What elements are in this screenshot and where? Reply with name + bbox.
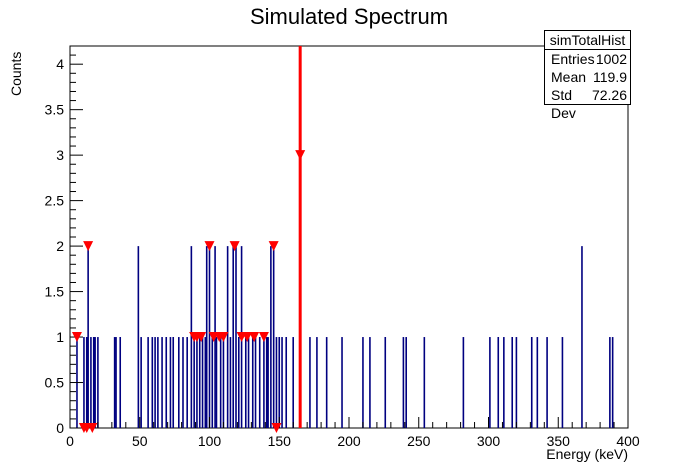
stats-label: Entries: [551, 51, 595, 67]
x-tick-label: 0: [66, 433, 74, 449]
stats-row-entries: Entries 1002: [545, 50, 630, 68]
peak-marker: [268, 241, 279, 252]
peak-marker: [83, 241, 94, 252]
x-tick-label: 50: [132, 433, 148, 449]
x-tick-label: 350: [547, 433, 571, 449]
peak-marker: [204, 241, 215, 252]
stats-label: Mean: [551, 69, 587, 85]
stats-value: 119.9: [593, 69, 627, 85]
y-tick-label: 1.5: [45, 284, 65, 300]
y-axis-label: Counts: [8, 51, 24, 96]
peak-marker: [295, 150, 306, 161]
peak-marker: [87, 423, 98, 433]
stats-value: 72.26: [591, 87, 627, 103]
y-tick-label: 4: [56, 56, 64, 72]
peak-marker: [258, 332, 269, 343]
peak-marker: [196, 332, 207, 343]
stats-value: 1002: [595, 51, 627, 67]
y-tick-label: 3.5: [45, 102, 65, 118]
y-tick-label: 3: [56, 147, 64, 163]
y-tick-label: 0.5: [45, 375, 65, 391]
x-tick-label: 150: [268, 433, 292, 449]
stats-box-title: simTotalHist: [545, 31, 630, 50]
x-tick-label: 100: [198, 433, 222, 449]
y-tick-label: 1: [56, 329, 64, 345]
stats-row-mean: Mean 119.9: [545, 68, 630, 86]
x-axis-label: Energy (keV): [546, 446, 628, 462]
peak-marker: [71, 332, 82, 343]
y-tick-label: 0: [56, 420, 64, 436]
y-tick-label: 2: [56, 238, 64, 254]
stats-row-stddev: Std Dev 72.26: [545, 86, 630, 121]
stats-box: simTotalHist Entries 1002 Mean 119.9 Std…: [544, 30, 631, 121]
chart-title: Simulated Spectrum: [249, 4, 449, 29]
peak-marker: [218, 332, 229, 343]
peak-marker: [271, 423, 282, 433]
y-tick-label: 2.5: [45, 193, 65, 209]
x-tick-label: 200: [337, 433, 361, 449]
peak-marker: [249, 332, 260, 343]
x-tick-label: 300: [477, 433, 501, 449]
x-tick-label: 250: [407, 433, 431, 449]
stats-label: Std Dev: [551, 87, 576, 121]
peak-marker: [229, 241, 240, 252]
peak-marker: [242, 332, 253, 343]
x-tick-label: 400: [616, 433, 640, 449]
